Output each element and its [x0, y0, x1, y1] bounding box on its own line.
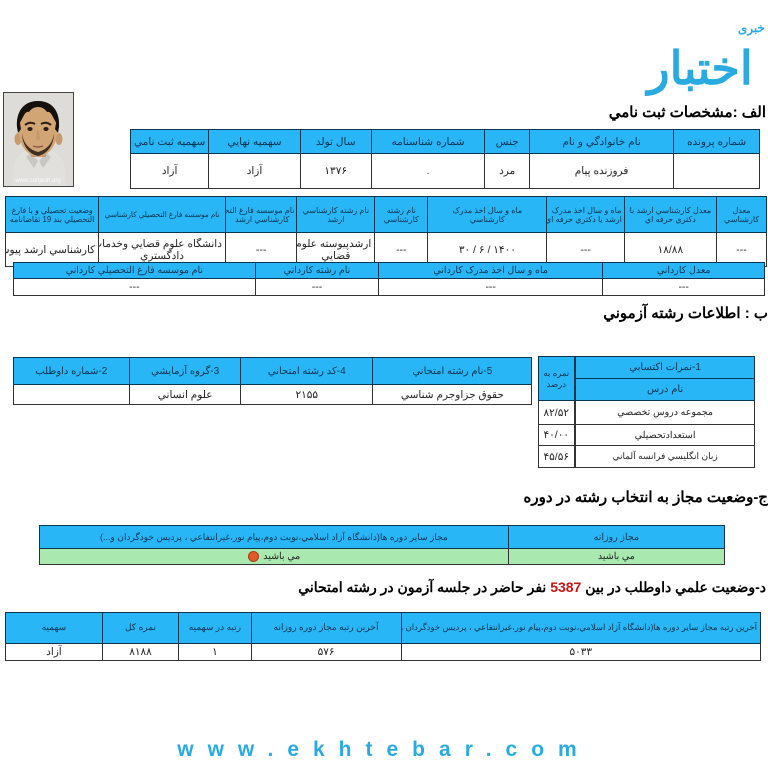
- svg-text:پایگاه خبری: پایگاه خبری: [737, 18, 768, 37]
- svg-text:اختبار: اختبار: [644, 42, 752, 96]
- svg-text:www.sanjesh.org: www.sanjesh.org: [14, 178, 60, 184]
